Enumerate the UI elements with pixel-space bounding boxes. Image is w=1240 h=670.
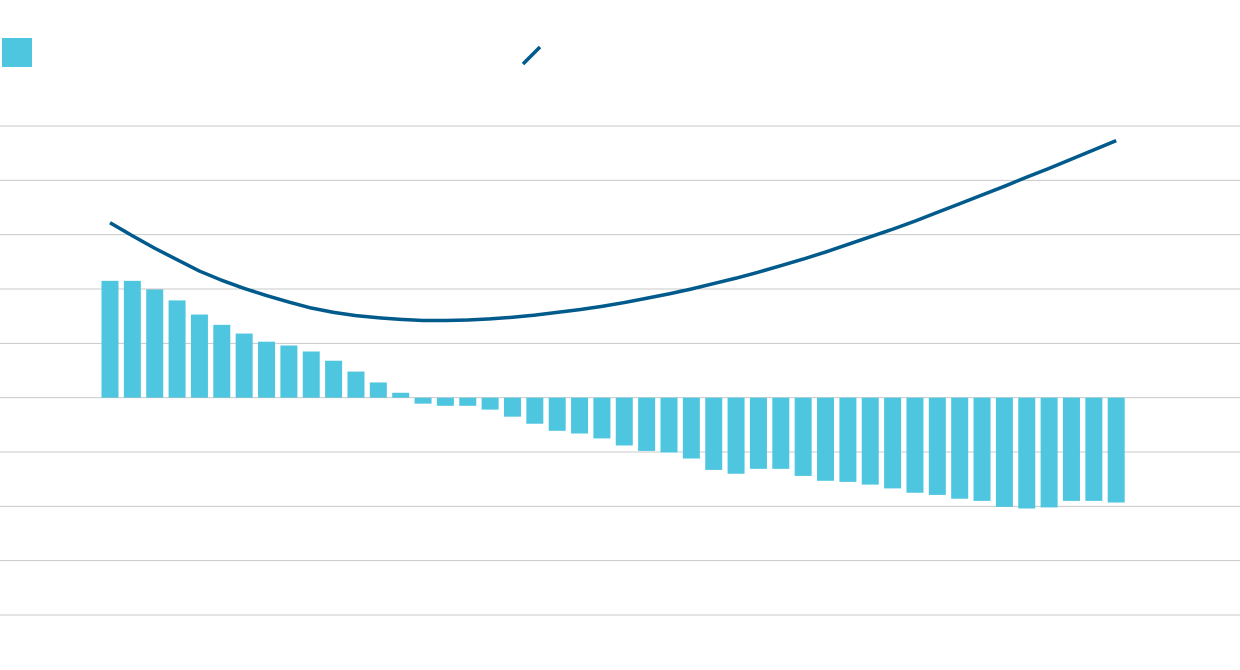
legend-swatch [2, 38, 32, 67]
bar [638, 397, 656, 451]
bar [459, 397, 477, 406]
bar [682, 397, 700, 459]
bar [615, 397, 633, 446]
bar [101, 280, 119, 398]
bar [1085, 397, 1103, 501]
bar [995, 397, 1013, 507]
bar [503, 397, 521, 417]
bar [1062, 397, 1080, 501]
bar [280, 345, 298, 398]
bar [861, 397, 879, 485]
bar [436, 397, 454, 406]
bar [369, 382, 387, 398]
bar [839, 397, 857, 482]
bar [190, 314, 208, 398]
bar [392, 392, 410, 398]
bar [235, 333, 253, 398]
bar [168, 300, 186, 398]
bar [213, 324, 231, 398]
bar [1018, 397, 1036, 509]
bar [973, 397, 991, 501]
bar [593, 397, 611, 439]
bar [772, 397, 790, 469]
bar [481, 397, 499, 410]
bar [1107, 397, 1125, 503]
bar [548, 397, 566, 431]
bar [146, 289, 164, 398]
bar [414, 397, 432, 404]
bar [884, 397, 902, 489]
bar [258, 341, 276, 398]
bar [928, 397, 946, 495]
bar [817, 397, 835, 481]
bar [325, 360, 343, 398]
bar [302, 351, 320, 398]
bar [727, 397, 745, 474]
bar [906, 397, 924, 493]
bar [123, 280, 141, 398]
bar [951, 397, 969, 499]
bar [526, 397, 544, 424]
bar [1040, 397, 1058, 508]
bar [660, 397, 678, 453]
bar [571, 397, 589, 434]
bar [794, 397, 812, 476]
line [109, 139, 1117, 323]
legend-swatch [521, 45, 542, 66]
bar [705, 397, 723, 470]
bar [347, 371, 365, 398]
bar [749, 397, 767, 469]
